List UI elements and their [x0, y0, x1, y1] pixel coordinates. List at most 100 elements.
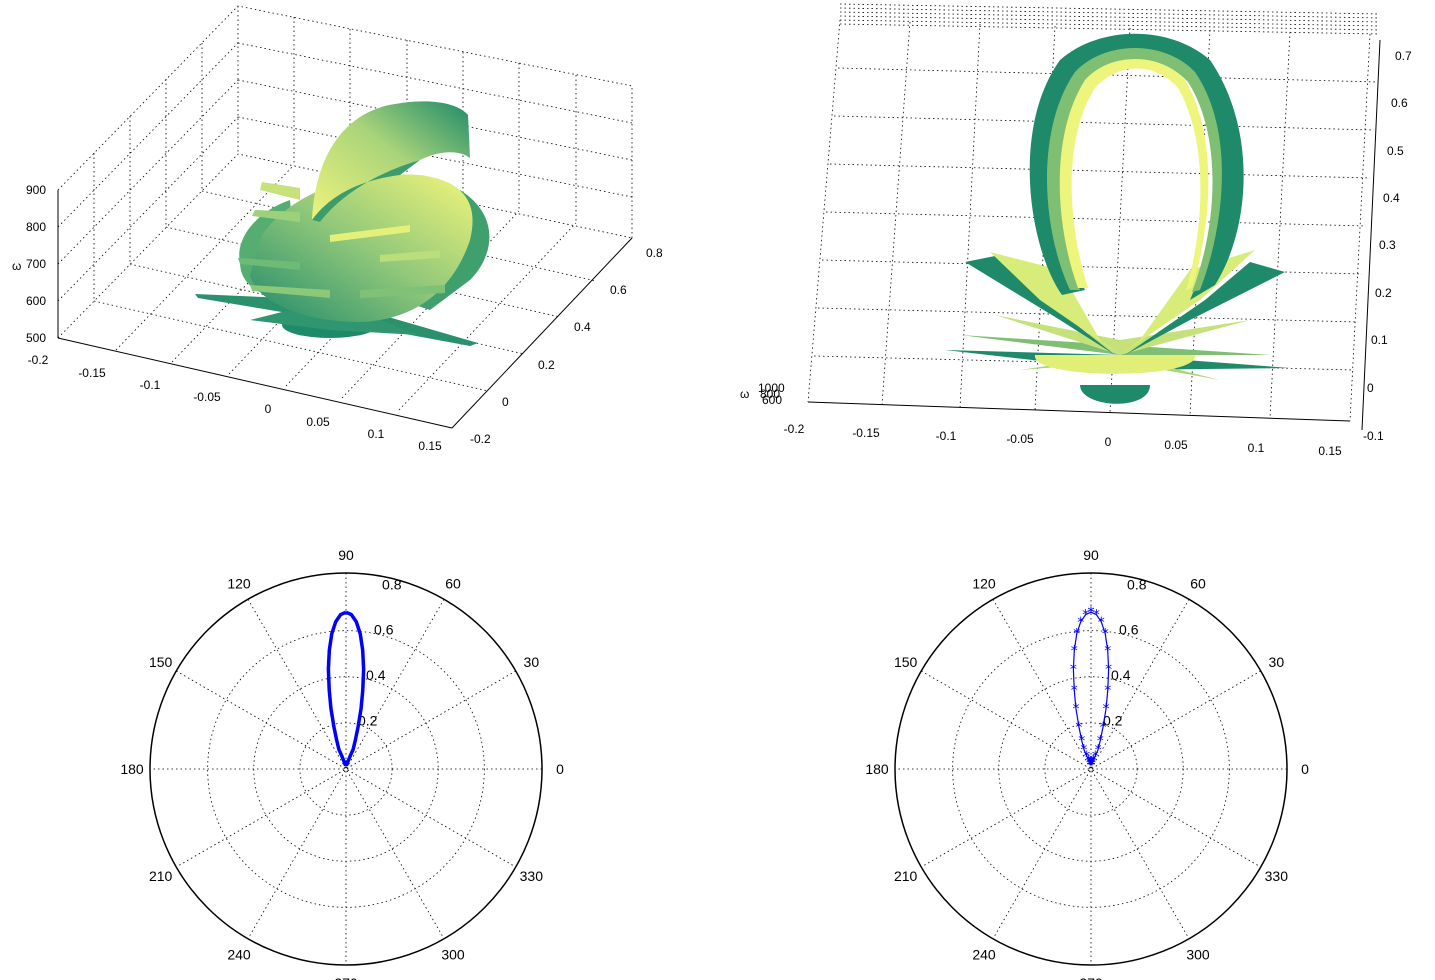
- polar-data-point: *: [1083, 749, 1090, 765]
- x-tick-label: 0.15: [418, 439, 442, 453]
- y-tick-labels: 0.7 0.6 0.5 0.4 0.3 0.2 0.1 0 -0.1: [1363, 49, 1412, 443]
- polar-data-point: *: [1100, 720, 1107, 736]
- polar-data-point: *: [1097, 733, 1104, 749]
- z-tick-label: 600: [762, 393, 782, 407]
- polar-data-point: *: [1087, 757, 1094, 773]
- z-tick-labels: 1000 800 600 ω: [740, 381, 785, 407]
- y-tick-label: -0.1: [1363, 429, 1384, 443]
- z-axis-label: ω: [740, 387, 749, 401]
- x-tick-label: 0.05: [306, 415, 330, 429]
- polar-angle-label: 120: [972, 576, 996, 592]
- x-tick-label: -0.2: [28, 353, 49, 367]
- polar-data-point: *: [1089, 755, 1096, 771]
- y-tick-label: 0.3: [1379, 238, 1396, 252]
- polar-data-point: *: [1088, 755, 1095, 771]
- polar-angle-label: 0: [556, 761, 564, 777]
- y-tick-label: -0.2: [470, 432, 491, 446]
- polar-data-point: *: [1104, 643, 1111, 659]
- y-tick-label: 0.2: [1375, 286, 1392, 300]
- y-tick-label: 0.7: [1395, 49, 1412, 63]
- polar-data-point: *: [1087, 755, 1094, 771]
- polar-data-point: *: [1087, 757, 1094, 773]
- surface-body: [195, 101, 490, 346]
- polar-angle-label: 150: [149, 654, 173, 670]
- z-tick-labels: 900 800 700 600 500 ω: [12, 183, 46, 345]
- x-tick-label: 0.15: [1318, 444, 1342, 458]
- x-tick-label: 0.1: [1248, 441, 1265, 455]
- polar-angle-label: 30: [524, 654, 540, 670]
- x-tick-labels: -0.2 -0.15 -0.1 -0.05 0 0.05 0.1 0.15: [784, 422, 1342, 458]
- y-tick-label: 0.4: [1383, 191, 1400, 205]
- z-tick-label: 700: [26, 257, 46, 271]
- y-tick-label: 0.1: [1371, 333, 1388, 347]
- polar-data-point: *: [1070, 662, 1077, 678]
- x-tick-label: 0.05: [1164, 438, 1188, 452]
- polar-angle-label: 60: [1190, 576, 1206, 592]
- x-tick-label: -0.15: [78, 366, 106, 380]
- z-tick-label: 800: [26, 220, 46, 234]
- polar-data-point: *: [1080, 742, 1087, 758]
- polar-radius-label: 0.8: [1127, 576, 1147, 592]
- polar-data-point: *: [1098, 615, 1105, 631]
- y-tick-label: 0.6: [610, 283, 627, 297]
- polar-angle-label: 90: [338, 547, 354, 563]
- polar-data-point: *: [1086, 755, 1093, 771]
- polar-angle-label: 240: [972, 946, 996, 962]
- polar-plot-markers: 0 30 60 90 120 150 180 210 240 270 300 330 0.2 0.4 0.6…: [865, 547, 1309, 980]
- polar-data-point: *: [1087, 757, 1094, 773]
- x-tick-label: 0: [1105, 435, 1112, 449]
- y-tick-label: 0.2: [538, 358, 555, 372]
- polar-angle-label: 270: [334, 975, 358, 980]
- polar-angle-label: 300: [441, 946, 465, 962]
- polar-angle-label: 210: [894, 868, 918, 884]
- polar-data-point: *: [1090, 753, 1097, 769]
- polar-data-point: *: [1088, 757, 1095, 773]
- x-tick-label: -0.1: [140, 378, 161, 392]
- polar-data-point: *: [1087, 755, 1094, 771]
- polar-outer-circle: [894, 572, 1288, 966]
- polar-angle-label: 0: [1301, 761, 1309, 777]
- x-tick-label: -0.2: [784, 422, 805, 436]
- surface-plot-front: 0.7 0.6 0.5 0.4 0.3 0.2 0.1 0 -0.1 -0.2 …: [740, 3, 1412, 458]
- z-tick-label: 900: [26, 183, 46, 197]
- x-tick-label: -0.05: [1006, 432, 1034, 446]
- polar-plot-line: 0 30 60 90 120 150 180 210 240 270 300 330 0.2 0.4 0.6…: [120, 547, 564, 980]
- z-tick-label: 600: [26, 294, 46, 308]
- polar-data-point: *: [1103, 702, 1110, 718]
- y-tick-label: 0.4: [574, 320, 591, 334]
- polar-angle-label: 150: [894, 654, 918, 670]
- polar-data-point: *: [1105, 662, 1112, 678]
- y-tick-label: 0.6: [1391, 96, 1408, 110]
- y-tick-labels: -0.2 0 0.2 0.4 0.6 0.8: [470, 246, 663, 446]
- z-axis-label: ω: [12, 259, 21, 273]
- polar-radius-label: 0.2: [1103, 713, 1123, 729]
- polar-outer-circle: [149, 572, 543, 966]
- polar-angle-label: 60: [445, 576, 461, 592]
- surface-body: [945, 33, 1290, 404]
- x-tick-label: -0.05: [193, 390, 221, 404]
- polar-data-point: *: [1088, 605, 1095, 621]
- z-tick-label: 1000: [758, 381, 785, 395]
- box-grid: [57, 5, 633, 411]
- z-tick-label: 800: [760, 387, 780, 401]
- polar-data-point: *: [1102, 627, 1109, 643]
- x-tick-label: -0.1: [936, 429, 957, 443]
- x-tick-label: 0: [265, 402, 272, 416]
- polar-radius-label: 0.4: [1111, 667, 1131, 683]
- polar-data-point: *: [1078, 733, 1085, 749]
- polar-angle-label: 180: [865, 761, 889, 777]
- polar-angle-label: 330: [520, 868, 544, 884]
- y-tick-label: 0: [502, 395, 509, 409]
- polar-data-point: *: [1071, 643, 1078, 659]
- polar-angle-label: 270: [1079, 975, 1103, 980]
- x-tick-label: -0.15: [852, 426, 880, 440]
- polar-angle-label: 330: [1265, 868, 1289, 884]
- y-tick-label: 0.5: [1387, 144, 1404, 158]
- polar-data-point: *: [1075, 720, 1082, 736]
- polar-angle-label: 240: [227, 946, 251, 962]
- polar-radius-label: 0.6: [374, 622, 394, 638]
- y-tick-label: 0.8: [646, 246, 663, 260]
- polar-angle-label: 90: [1083, 547, 1099, 563]
- polar-angle-label: 30: [1269, 654, 1285, 670]
